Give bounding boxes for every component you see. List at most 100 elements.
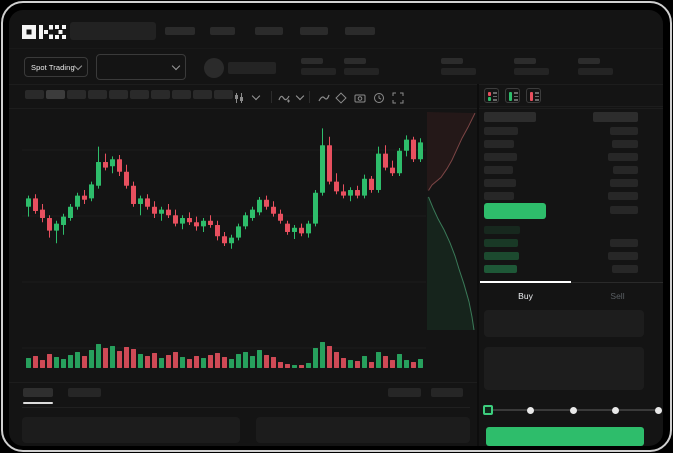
pair-avatar[interactable] bbox=[204, 58, 224, 78]
color-bar bbox=[488, 92, 491, 96]
line bbox=[493, 99, 497, 101]
stat-value-skeleton bbox=[514, 68, 549, 75]
slider-stop-1[interactable] bbox=[527, 406, 534, 414]
orderbook-header-left bbox=[484, 112, 536, 122]
timeframe-chip-5[interactable] bbox=[109, 90, 128, 99]
indicator-icon[interactable] bbox=[277, 91, 290, 104]
ask-row-price[interactable] bbox=[484, 192, 514, 200]
ask-row-amount[interactable] bbox=[613, 166, 638, 174]
stat-value-skeleton bbox=[441, 68, 476, 75]
compare-icon[interactable] bbox=[334, 91, 347, 104]
ask-row-amount[interactable] bbox=[608, 192, 638, 200]
app-screen: Spot Trading bbox=[9, 10, 663, 446]
history-icon[interactable] bbox=[372, 91, 385, 104]
tab-indicator bbox=[480, 281, 571, 283]
timeframe-chip-7[interactable] bbox=[151, 90, 170, 99]
ask-row-amount[interactable] bbox=[610, 179, 638, 187]
stat-value-skeleton bbox=[578, 68, 613, 75]
pair-selector[interactable] bbox=[96, 54, 186, 80]
stat-label-skeleton bbox=[578, 58, 600, 64]
bottom-tab-indicator bbox=[23, 402, 53, 404]
bid-row-amount[interactable] bbox=[612, 265, 638, 273]
stat-label-skeleton bbox=[301, 58, 323, 64]
book-bids-icon[interactable] bbox=[505, 88, 520, 103]
line bbox=[535, 92, 539, 94]
ask-row-amount[interactable] bbox=[608, 153, 638, 161]
bottom-tab-open-orders[interactable] bbox=[23, 388, 53, 397]
bottom-tab-order-history[interactable] bbox=[68, 388, 101, 397]
ask-row-price[interactable] bbox=[484, 140, 514, 148]
ask-row-price[interactable] bbox=[484, 127, 518, 135]
line bbox=[514, 99, 518, 101]
chevron-down-icon[interactable] bbox=[295, 91, 305, 101]
nav-item-2[interactable] bbox=[210, 27, 235, 35]
ask-row-price[interactable] bbox=[484, 153, 517, 161]
price-chart[interactable] bbox=[22, 112, 426, 378]
nav-item-3[interactable] bbox=[255, 27, 283, 35]
pair-name-skeleton bbox=[228, 62, 276, 74]
slider-stop-2[interactable] bbox=[569, 406, 577, 414]
timeframe-chip-10[interactable] bbox=[214, 90, 233, 99]
bid-row-price[interactable] bbox=[484, 239, 518, 247]
slider-stop-4[interactable] bbox=[654, 406, 662, 414]
bid-row-price[interactable] bbox=[484, 265, 517, 273]
bottom-action-1[interactable] bbox=[388, 388, 421, 397]
timeframe-chip-4[interactable] bbox=[88, 90, 107, 99]
chevron-down-icon bbox=[73, 61, 83, 70]
amount-slider[interactable] bbox=[483, 402, 663, 418]
slider-stop-3[interactable] bbox=[612, 406, 619, 414]
stat-value-skeleton bbox=[344, 68, 379, 75]
line bbox=[535, 95, 539, 97]
okx-logo bbox=[22, 25, 66, 39]
book-asks-icon[interactable] bbox=[526, 88, 541, 103]
bid-row-price[interactable] bbox=[484, 226, 520, 234]
timeframe-chip-6[interactable] bbox=[130, 90, 149, 99]
line bbox=[514, 95, 518, 97]
tab-sell[interactable]: Sell bbox=[610, 291, 625, 301]
stat-label-skeleton bbox=[514, 58, 536, 64]
line bbox=[493, 92, 497, 94]
timeframe-chip-8[interactable] bbox=[172, 90, 191, 99]
bottom-action-2[interactable] bbox=[431, 388, 463, 397]
chevron-down-icon[interactable] bbox=[251, 91, 261, 101]
bid-row-amount[interactable] bbox=[610, 239, 638, 247]
ask-row-price[interactable] bbox=[484, 179, 516, 187]
ask-row-amount[interactable] bbox=[612, 140, 638, 148]
market-type-label: Spot Trading bbox=[31, 62, 75, 72]
expand-icon[interactable] bbox=[391, 91, 404, 104]
ask-row-price[interactable] bbox=[484, 166, 513, 174]
ask-row-amount[interactable] bbox=[610, 127, 638, 135]
market-type-selector[interactable]: Spot Trading bbox=[24, 57, 88, 77]
slider-handle[interactable] bbox=[483, 405, 493, 415]
line bbox=[535, 99, 539, 101]
bid-row-amount[interactable] bbox=[608, 252, 638, 260]
candles-icon[interactable] bbox=[232, 91, 245, 104]
buy-submit-button[interactable] bbox=[486, 427, 644, 446]
timeframe-chip-1[interactable] bbox=[25, 90, 44, 99]
camera-icon[interactable] bbox=[353, 91, 366, 104]
timeframe-chip-9[interactable] bbox=[193, 90, 212, 99]
timeframe-chip-3[interactable] bbox=[67, 90, 86, 99]
nav-item-4[interactable] bbox=[300, 27, 328, 35]
orderbook-header-right bbox=[593, 112, 638, 122]
timeframe-chip-2[interactable] bbox=[46, 90, 65, 99]
book-both-icon[interactable] bbox=[484, 88, 499, 103]
color-bar bbox=[509, 92, 512, 101]
line bbox=[514, 92, 518, 94]
last-price-badge[interactable] bbox=[484, 203, 546, 219]
tab-buy[interactable]: Buy bbox=[518, 291, 533, 301]
price-field[interactable] bbox=[484, 310, 644, 337]
bid-row-price[interactable] bbox=[484, 252, 519, 260]
nav-item-5[interactable] bbox=[345, 27, 375, 35]
nav-item-1[interactable] bbox=[165, 27, 195, 35]
color-bar bbox=[488, 97, 491, 101]
search-input[interactable] bbox=[70, 22, 156, 40]
chevron-down-icon bbox=[171, 61, 181, 70]
amount-field[interactable] bbox=[484, 347, 644, 390]
stat-label-skeleton bbox=[344, 58, 366, 64]
line-icon[interactable] bbox=[317, 91, 330, 104]
price-row-amount bbox=[610, 206, 638, 214]
orders-panel-left bbox=[22, 417, 240, 443]
line bbox=[493, 95, 497, 97]
depth-chart bbox=[427, 112, 476, 330]
